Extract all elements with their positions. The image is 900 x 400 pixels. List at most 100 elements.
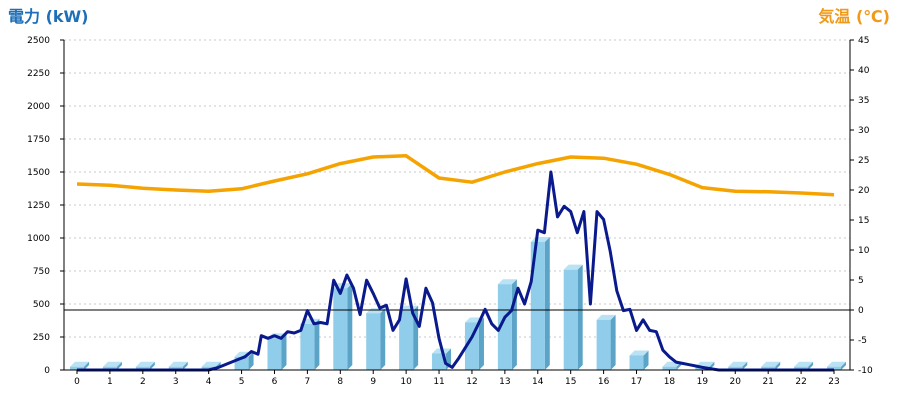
bar-side [742, 361, 748, 370]
bar-face [629, 355, 644, 370]
bar [168, 361, 188, 370]
x-tick-label: 11 [433, 377, 444, 387]
left-tick-label: 2250 [27, 69, 50, 79]
x-tick-label: 12 [466, 377, 477, 387]
bar-side [182, 361, 188, 370]
bar-face [761, 366, 776, 370]
bar-side [544, 236, 550, 370]
bar-face [366, 313, 381, 370]
left-tick-label: 2000 [27, 102, 50, 112]
power-line [77, 170, 834, 372]
right-tick-label: 25 [858, 156, 869, 166]
bar-face [300, 323, 315, 370]
bar-face [135, 366, 150, 370]
bar-face [827, 366, 841, 370]
bar-side [314, 318, 320, 370]
bar-face [497, 284, 512, 370]
x-tick-label: 5 [239, 377, 245, 387]
bar-side [775, 361, 781, 370]
bar-side [116, 361, 122, 370]
bar [464, 317, 484, 370]
bar-face [662, 366, 677, 370]
bar-top [596, 314, 616, 320]
x-tick-label: 1 [107, 377, 113, 387]
bar [596, 314, 616, 370]
bar-face [530, 241, 545, 370]
bar-face [168, 366, 183, 370]
bar-top [563, 264, 583, 270]
bar [761, 361, 781, 370]
left-tick-label: 1000 [27, 234, 50, 244]
left-tick-label: 250 [33, 333, 50, 343]
x-tick-label: 13 [499, 377, 510, 387]
left-tick-label: 1500 [27, 168, 50, 178]
bar [300, 318, 320, 370]
x-tick-label: 4 [206, 377, 212, 387]
bar-side [841, 361, 846, 370]
bar [827, 361, 846, 370]
x-tick-label: 21 [762, 377, 773, 387]
x-tick-label: 9 [370, 377, 376, 387]
x-tick-label: 23 [828, 377, 839, 387]
x-tick-label: 3 [173, 377, 179, 387]
bar-side [149, 361, 155, 370]
bar-side [347, 283, 353, 370]
bar-top [102, 361, 122, 367]
right-tick-label: -5 [858, 336, 867, 346]
bar-top [366, 308, 386, 314]
x-tick-label: 18 [664, 377, 676, 387]
bar-face [333, 288, 348, 370]
bar [366, 308, 386, 370]
x-tick-label: 14 [532, 377, 544, 387]
right-tick-label: 30 [858, 126, 870, 136]
axis-layer: 02505007501000125015001750200022502500-1… [27, 36, 873, 387]
bar-face [201, 366, 216, 370]
bar-face [464, 322, 479, 370]
bar-top [794, 361, 814, 367]
bar-face [267, 338, 282, 370]
x-tick-label: 6 [272, 377, 278, 387]
bar [728, 361, 748, 370]
bar [563, 264, 583, 370]
bar-side [84, 361, 89, 370]
bar-top [761, 361, 781, 367]
x-tick-label: 17 [631, 377, 642, 387]
right-tick-label: 20 [858, 186, 870, 196]
left-tick-label: 1250 [27, 201, 50, 211]
bar [135, 361, 155, 370]
bar-face [563, 269, 578, 370]
bar-side [610, 314, 616, 370]
bar-face [102, 366, 117, 370]
bar-layer [70, 236, 846, 370]
bar-face [794, 366, 809, 370]
right-tick-label: 0 [858, 306, 864, 316]
x-tick-label: 10 [400, 377, 412, 387]
right-axis-title: 気温 (℃) [818, 7, 890, 26]
bar-face [399, 310, 414, 370]
temperature-line [76, 154, 835, 197]
bar-top [201, 361, 221, 367]
right-tick-label: 45 [858, 36, 869, 46]
bar-side [643, 350, 649, 370]
x-tick-label: 19 [697, 377, 709, 387]
bar-side [380, 308, 386, 370]
bar-face [596, 319, 611, 370]
bar [530, 236, 550, 370]
line-layer [76, 154, 835, 372]
bar-top [629, 350, 649, 356]
left-tick-label: 0 [44, 366, 50, 376]
bar [794, 361, 814, 370]
bar-top [497, 279, 517, 285]
bar-side [281, 333, 287, 370]
left-tick-label: 1750 [27, 135, 50, 145]
right-tick-label: 10 [858, 246, 870, 256]
right-tick-label: 15 [858, 216, 869, 226]
bar-face [70, 366, 84, 370]
left-tick-label: 500 [33, 300, 50, 310]
right-tick-label: 5 [858, 276, 864, 286]
bar [102, 361, 122, 370]
bar-top [728, 361, 748, 367]
x-tick-label: 8 [337, 377, 343, 387]
bar-side [808, 361, 814, 370]
